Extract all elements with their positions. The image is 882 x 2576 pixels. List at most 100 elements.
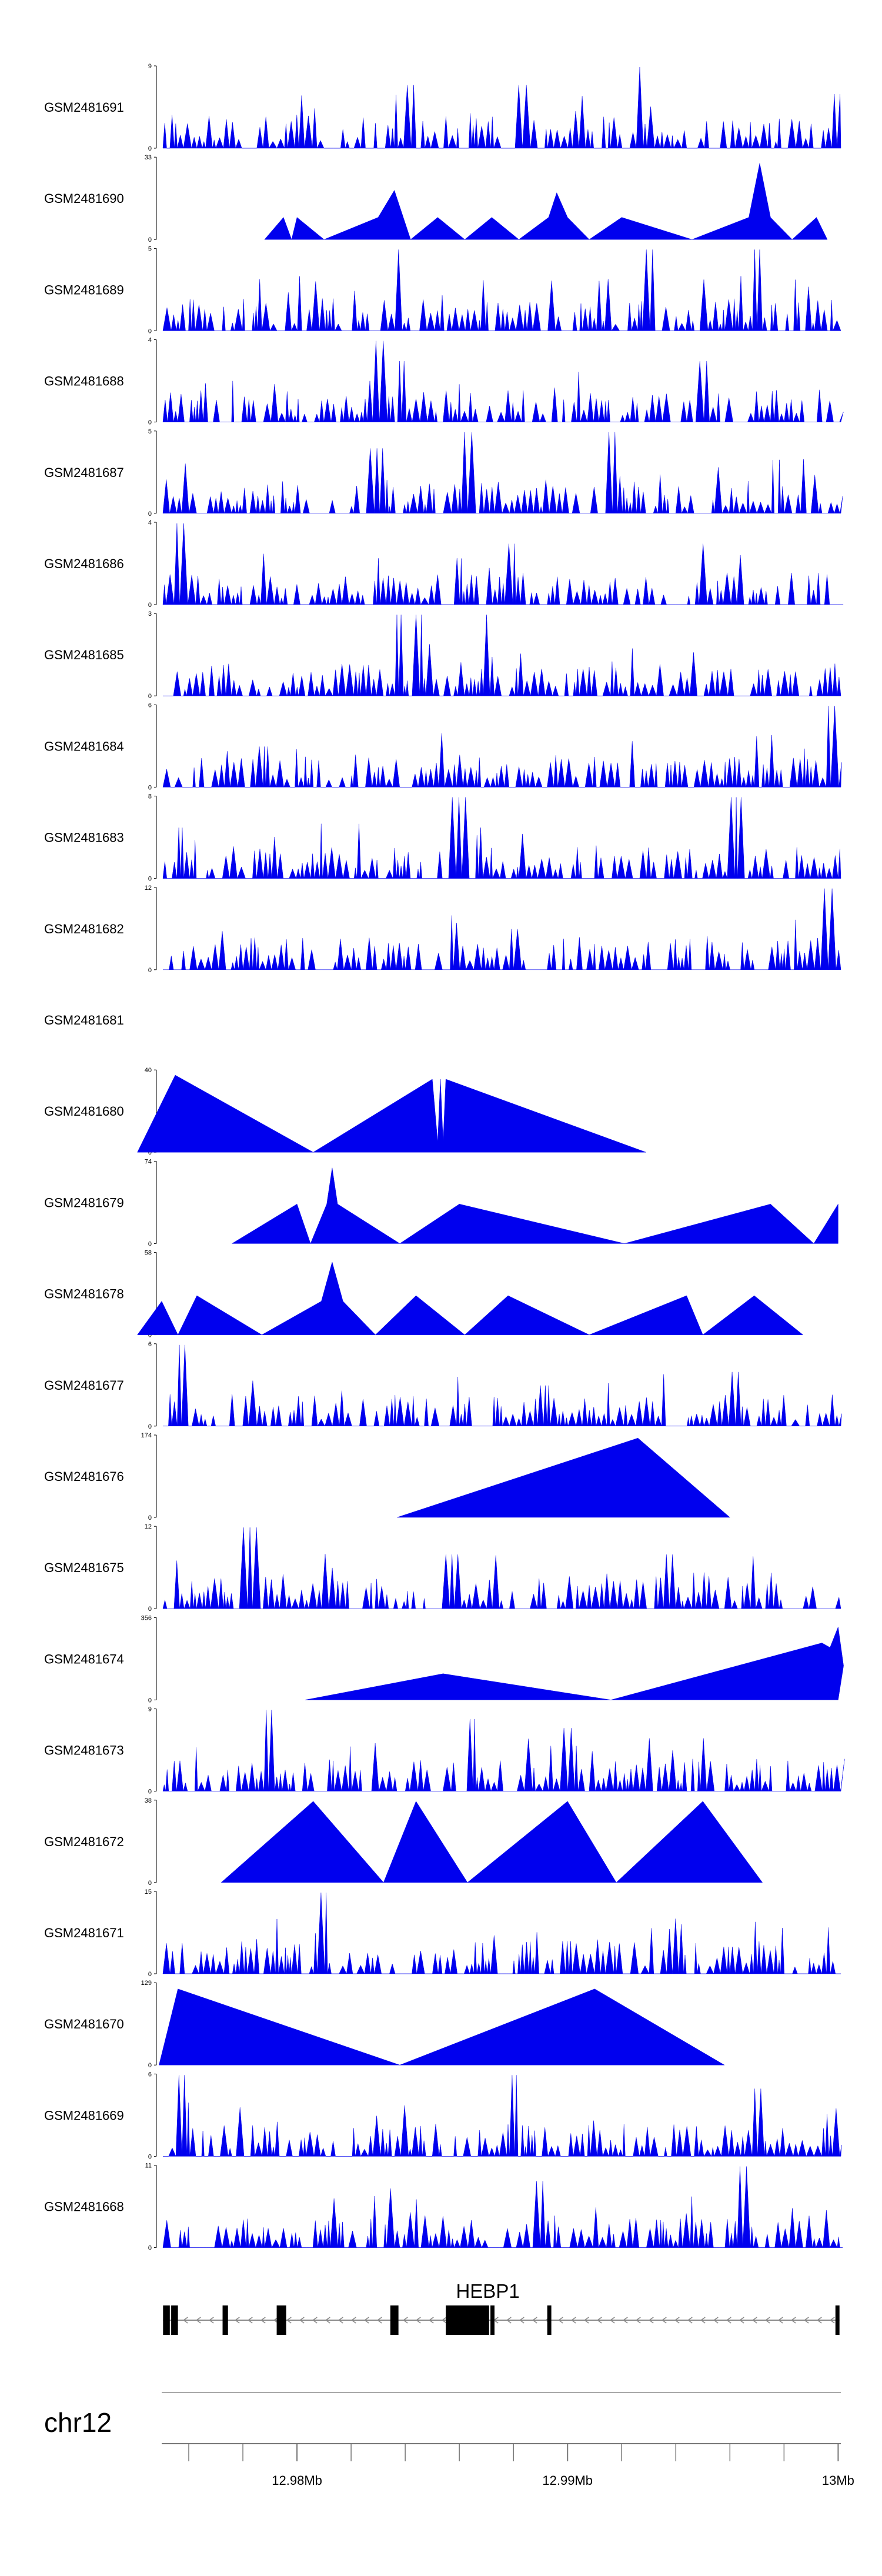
track-label: GSM2481686	[44, 556, 124, 571]
track-label: GSM2481674	[44, 1651, 124, 1666]
y-min-label: 0	[148, 2153, 152, 2160]
strand-chevron	[364, 2317, 369, 2324]
track-GSM2481670: GSM2481670 129 0	[44, 1980, 726, 2069]
strand-chevron	[571, 2317, 576, 2324]
y-max-label: 12	[145, 885, 152, 892]
track-GSM2481686: GSM2481686 4 0	[44, 519, 844, 609]
y-min-label: 0	[148, 1240, 152, 1247]
y-min-label: 0	[148, 967, 152, 974]
track-label: GSM2481671	[44, 1926, 124, 1940]
track-GSM2481675: GSM2481675 12 0	[44, 1523, 841, 1613]
coverage-area	[162, 523, 844, 605]
track-GSM2481685: GSM2481685 3 0	[44, 610, 841, 700]
y-min-label: 0	[148, 510, 152, 518]
track-label: GSM2481689	[44, 282, 124, 297]
y-max-label: 3	[148, 610, 152, 618]
strand-chevron	[196, 2317, 201, 2324]
coverage-area	[163, 888, 841, 970]
strand-chevron	[662, 2317, 667, 2324]
strand-chevron	[739, 2317, 744, 2324]
coverage-area	[220, 1801, 763, 1883]
y-max-label: 11	[145, 2163, 152, 2170]
y-min-label: 0	[148, 419, 152, 426]
gene-label: HEBP1	[456, 2280, 519, 2302]
gene-exon	[835, 2305, 840, 2335]
y-max-label: 6	[148, 1341, 152, 1348]
y-max-label: 356	[141, 1614, 152, 1621]
strand-chevron	[610, 2317, 615, 2324]
y-min-label: 0	[148, 602, 152, 609]
strand-chevron	[338, 2317, 343, 2324]
y-max-label: 40	[145, 1067, 152, 1074]
y-max-label: 174	[141, 1432, 152, 1439]
coverage-area	[162, 249, 841, 332]
track-GSM2481691: GSM2481691 9 0	[44, 63, 841, 152]
track-GSM2481671: GSM2481671 15 0	[44, 1888, 841, 1978]
strand-chevron	[778, 2317, 783, 2324]
track-label: GSM2481685	[44, 648, 124, 662]
gene-exon	[171, 2305, 178, 2335]
track-label: GSM2481688	[44, 374, 124, 389]
x-tick-label: 12.98Mb	[272, 2473, 322, 2488]
y-min-label: 0	[148, 145, 152, 152]
y-max-label: 5	[148, 245, 152, 252]
x-tick-label: 13Mb	[822, 2473, 854, 2488]
track-label: GSM2481676	[44, 1469, 124, 1484]
strand-chevron	[519, 2317, 524, 2324]
coverage-area	[162, 341, 844, 423]
y-min-label: 0	[148, 1697, 152, 1704]
y-min-label: 0	[148, 236, 152, 243]
track-label: GSM2481683	[44, 830, 124, 845]
track-label: GSM2481684	[44, 739, 124, 753]
strand-chevron	[325, 2317, 330, 2324]
track-GSM2481687: GSM2481687 5 0	[44, 428, 843, 518]
strand-chevron	[377, 2317, 382, 2324]
coverage-area	[162, 797, 841, 879]
y-max-label: 6	[148, 2071, 152, 2078]
strand-chevron	[687, 2317, 693, 2324]
strand-chevron	[260, 2317, 266, 2324]
track-GSM2481669: GSM2481669 6 0	[44, 2071, 842, 2160]
track-GSM2481690: GSM2481690 33 0	[44, 154, 828, 243]
y-min-label: 0	[148, 328, 152, 335]
y-min-label: 0	[148, 1788, 152, 1796]
strand-chevron	[649, 2317, 654, 2324]
coverage-area	[137, 1261, 804, 1336]
strand-chevron	[183, 2317, 188, 2324]
track-GSM2481679: GSM2481679 74 0	[44, 1158, 838, 1247]
strand-chevron	[584, 2317, 589, 2324]
y-max-label: 12	[145, 1523, 152, 1530]
strand-chevron	[248, 2317, 253, 2324]
coverage-area	[162, 1710, 845, 1792]
track-label: GSM2481677	[44, 1378, 124, 1393]
y-min-label: 0	[148, 876, 152, 883]
y-max-label: 5	[148, 428, 152, 435]
track-GSM2481680: GSM2481680 40 0	[44, 1067, 646, 1156]
track-label: GSM2481668	[44, 2200, 124, 2214]
track-GSM2481677: GSM2481677 6 0	[44, 1341, 842, 1430]
coverage-area	[162, 66, 841, 149]
coverage-area	[162, 432, 843, 514]
strand-chevron	[817, 2317, 822, 2324]
strand-chevron	[506, 2317, 512, 2324]
y-max-label: 8	[148, 793, 152, 800]
strand-chevron	[726, 2317, 731, 2324]
strand-chevron	[700, 2317, 706, 2324]
track-GSM2481689: GSM2481689 5 0	[44, 245, 841, 335]
gene-exon	[276, 2305, 286, 2335]
x-tick-label: 12.99Mb	[542, 2473, 593, 2488]
track-label: GSM2481680	[44, 1104, 124, 1119]
strand-chevron	[597, 2317, 602, 2324]
track-label: GSM2481687	[44, 465, 124, 480]
coverage-area	[162, 2166, 843, 2248]
y-max-label: 38	[145, 1797, 152, 1804]
strand-chevron	[403, 2317, 408, 2324]
genome-axis: 12.98Mb 12.99Mb 13Mb	[162, 2443, 854, 2488]
coverage-area	[159, 1988, 726, 2066]
y-max-label: 33	[145, 154, 152, 161]
y-min-label: 0	[148, 1514, 152, 1521]
track-GSM2481683: GSM2481683 8 0	[44, 793, 841, 883]
y-max-label: 4	[148, 519, 152, 526]
coverage-area	[162, 1527, 841, 1610]
